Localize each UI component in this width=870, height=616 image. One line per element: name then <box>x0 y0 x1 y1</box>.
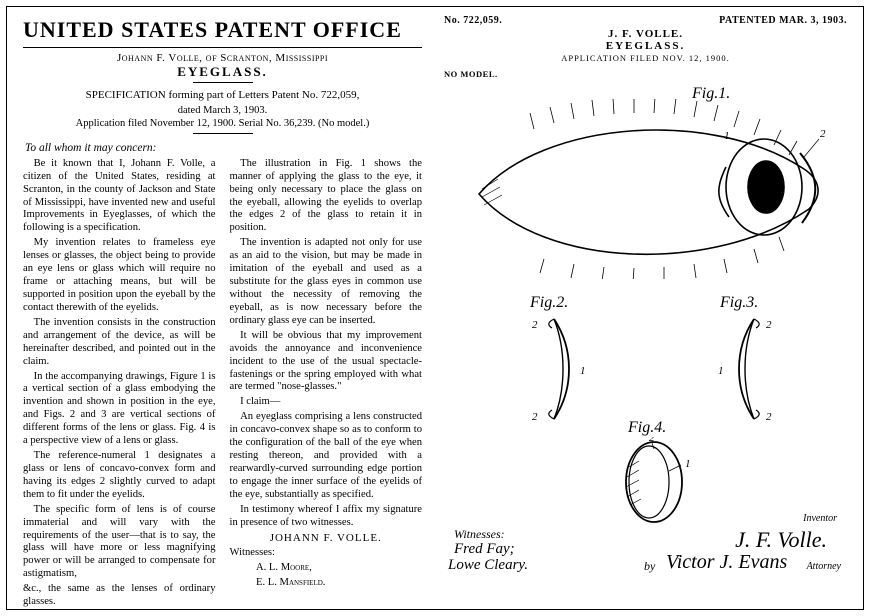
para: My invention relates to frameless eye le… <box>23 237 216 315</box>
spec-line-2: dated March 3, 1903. <box>23 105 422 116</box>
testimony: In testimony whereof I affix my signatur… <box>230 504 423 530</box>
svg-text:2: 2 <box>766 319 772 331</box>
svg-text:2: 2 <box>649 437 655 444</box>
fig4-label: Fig.4. <box>628 419 666 437</box>
office-heading: UNITED STATES PATENT OFFICE <box>23 17 422 43</box>
svg-text:2: 2 <box>532 319 538 331</box>
witnesses-head: Witnesses: <box>454 527 505 542</box>
svg-text:1: 1 <box>580 365 586 377</box>
invention-title: EYEGLASS. <box>23 64 422 80</box>
patent-frame: UNITED STATES PATENT OFFICE Johann F. Vo… <box>6 6 864 610</box>
signature-name: JOHANN F. VOLLE. <box>230 532 423 545</box>
attorney-signature: Victor J. Evans <box>666 551 787 574</box>
svg-text:1: 1 <box>724 130 730 142</box>
inventor-head: Inventor <box>803 513 837 524</box>
claim: An eyeglass comprising a lens constructe… <box>230 411 423 501</box>
svg-text:2: 2 <box>766 411 772 423</box>
fig2-label: Fig.2. <box>530 294 568 312</box>
para: The reference-numeral 1 designates a gla… <box>23 450 216 502</box>
witness-head: Witnesses: <box>230 547 423 560</box>
attorney-label: Attorney <box>807 561 841 572</box>
para: Be it known that I, Johann F. Volle, a c… <box>23 158 216 236</box>
claim-head: I claim— <box>230 396 423 409</box>
patent-date: PATENTED MAR. 3, 1903. <box>719 15 847 26</box>
inventor-signature: J. F. Volle. <box>735 527 827 553</box>
svg-text:2: 2 <box>820 128 826 140</box>
inventor-line: Johann F. Volle, of Scranton, Mississipp… <box>23 52 422 64</box>
application-line: APPLICATION FILED NOV. 12, 1900. <box>444 53 847 63</box>
fig1-drawing: 2 1 <box>464 99 844 279</box>
witness-sig-1: Fred Fay; <box>454 541 515 558</box>
witness-1: A. L. Moore, <box>245 562 422 575</box>
inventor-name: J. F. VOLLE. <box>444 28 847 40</box>
fig3-drawing: 2 1 2 <box>704 314 794 424</box>
drawing-title: EYEGLASS. <box>444 40 847 52</box>
body-columns: Be it known that I, Johann F. Volle, a c… <box>23 158 422 609</box>
para: The invention consists in the constructi… <box>23 317 216 369</box>
by-label: by <box>644 559 655 574</box>
para: The specific form of lens is of course i… <box>23 504 216 582</box>
figures: Fig.1. <box>444 79 847 579</box>
svg-text:1: 1 <box>685 458 691 470</box>
svg-text:1: 1 <box>718 365 724 377</box>
para: The illustration in Fig. 1 shows the man… <box>230 158 423 236</box>
no-model: NO MODEL. <box>444 69 847 79</box>
spec-line-3: Application filed November 12, 1900. Ser… <box>23 118 422 129</box>
spec-line-1: SPECIFICATION forming part of Letters Pa… <box>23 89 422 103</box>
witness-2: E. L. Mansfield. <box>245 577 422 590</box>
para: It will be obvious that my improvement a… <box>230 330 423 395</box>
para: &c., the same as the lenses of ordinary … <box>23 583 216 609</box>
fig2-drawing: 2 1 2 <box>514 314 604 424</box>
fig4-drawing: 1 2 <box>599 437 709 527</box>
para: The invention is adapted not only for us… <box>230 237 423 327</box>
svg-text:2: 2 <box>532 411 538 423</box>
fig3-label: Fig.3. <box>720 294 758 312</box>
salutation: To all whom it may concern: <box>25 142 422 154</box>
spec-page: UNITED STATES PATENT OFFICE Johann F. Vo… <box>7 7 434 609</box>
witness-sig-2: Lowe Cleary. <box>448 557 528 574</box>
drawing-page: No. 722,059. PATENTED MAR. 3, 1903. J. F… <box>434 7 863 609</box>
patent-number: No. 722,059. <box>444 15 502 26</box>
para: In the accompanying drawings, Figure 1 i… <box>23 371 216 449</box>
